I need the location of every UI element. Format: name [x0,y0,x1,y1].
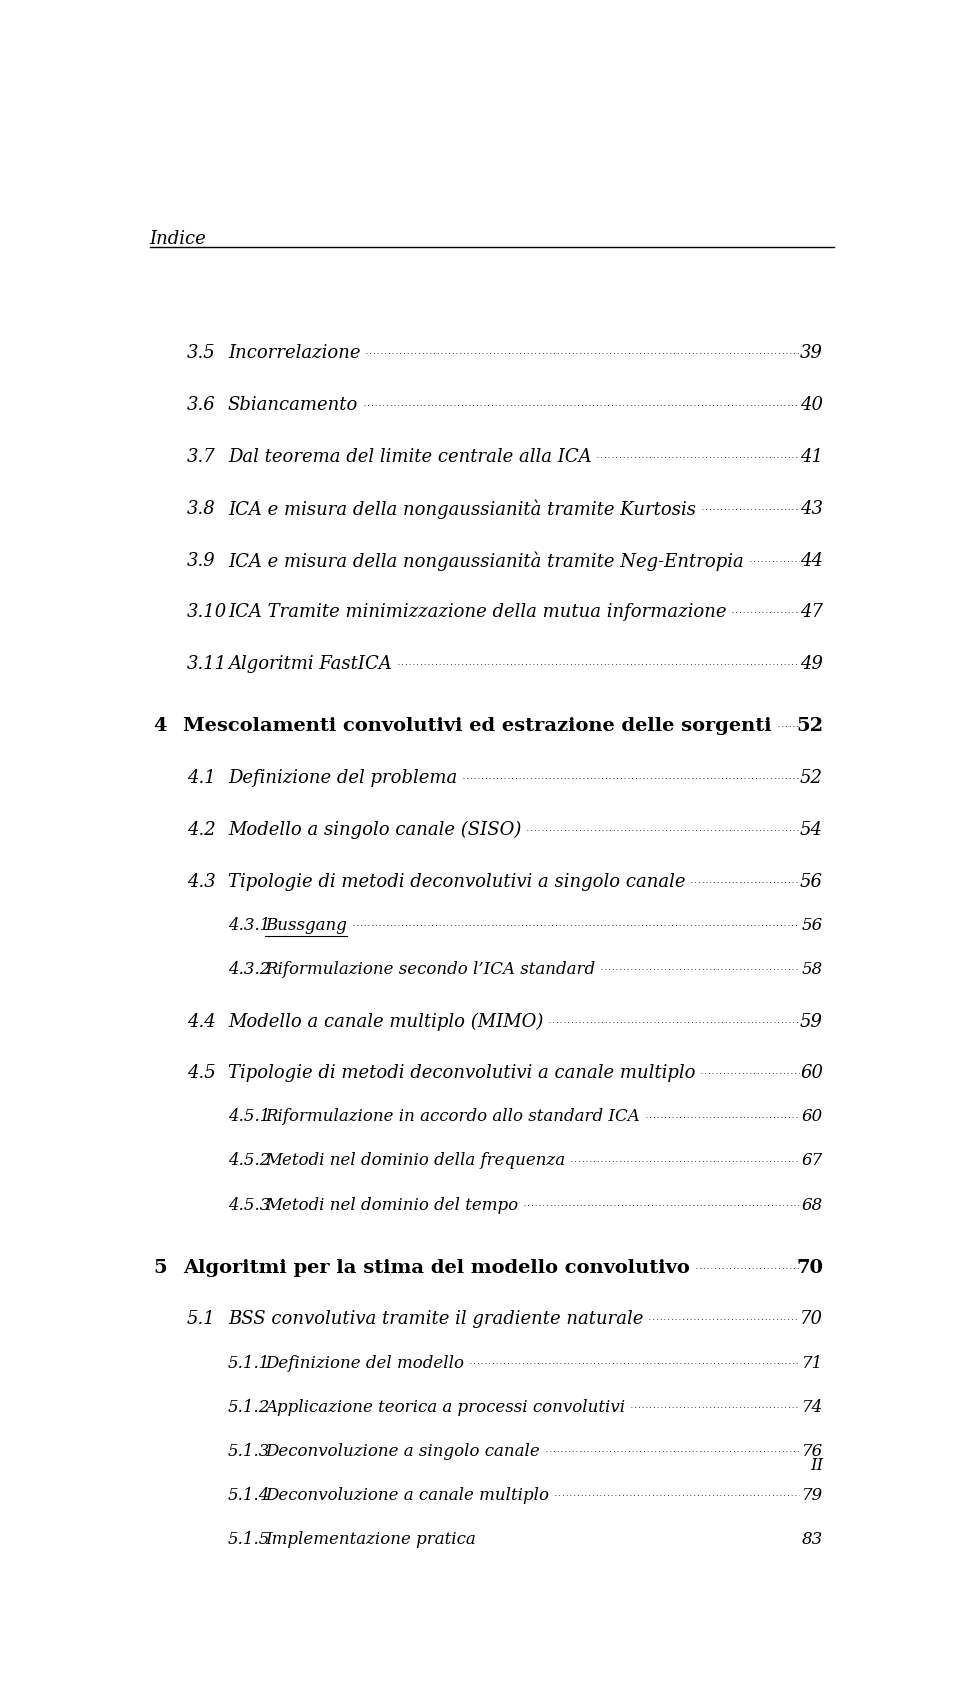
Text: 71: 71 [802,1354,823,1371]
Text: Modello a singolo canale (SISO): Modello a singolo canale (SISO) [228,821,521,839]
Text: 60: 60 [800,1065,823,1083]
Text: Mescolamenti convolutivi ed estrazione delle sorgenti: Mescolamenti convolutivi ed estrazione d… [183,717,772,735]
Text: 70: 70 [800,1310,823,1329]
Text: Implementazione pratica: Implementazione pratica [265,1531,476,1547]
Text: 83: 83 [802,1531,823,1547]
Text: 79: 79 [802,1487,823,1504]
Text: 52: 52 [800,769,823,787]
Text: 3.7: 3.7 [187,447,216,466]
Text: 4.3: 4.3 [187,873,216,891]
Text: Metodi nel dominio del tempo: Metodi nel dominio del tempo [265,1196,518,1213]
Text: 54: 54 [800,821,823,839]
Text: 4.1: 4.1 [187,769,216,787]
Text: Definizione del problema: Definizione del problema [228,769,457,787]
Text: ICA e misura della nongaussianità tramite Kurtosis: ICA e misura della nongaussianità tramit… [228,500,696,520]
Text: 43: 43 [800,500,823,518]
Text: 68: 68 [802,1196,823,1213]
Text: 5.1: 5.1 [187,1310,216,1329]
Text: 4.5: 4.5 [187,1065,216,1083]
Text: Incorrelazione: Incorrelazione [228,345,360,362]
Text: 4.3.2: 4.3.2 [228,960,271,977]
Text: 60: 60 [802,1108,823,1125]
Text: 3.11: 3.11 [187,656,228,673]
Text: 39: 39 [800,345,823,362]
Text: 59: 59 [800,1013,823,1031]
Text: Riformulazione in accordo allo standard ICA: Riformulazione in accordo allo standard … [265,1108,639,1125]
Text: 56: 56 [802,917,823,934]
Text: 5.1.3: 5.1.3 [228,1443,271,1460]
Text: 76: 76 [802,1443,823,1460]
Text: 47: 47 [800,604,823,621]
Text: 4.3.1: 4.3.1 [228,917,271,934]
Text: 3.9: 3.9 [187,552,216,570]
Text: 5.1.1: 5.1.1 [228,1354,271,1371]
Text: 40: 40 [800,397,823,414]
Text: 52: 52 [796,717,823,735]
Text: 74: 74 [802,1398,823,1416]
Text: Applicazione teorica a processi convolutivi: Applicazione teorica a processi convolut… [265,1398,625,1416]
Text: Deconvoluzione a singolo canale: Deconvoluzione a singolo canale [265,1443,540,1460]
Text: 58: 58 [802,960,823,977]
Text: 70: 70 [796,1258,823,1277]
Text: Algoritmi FastICA: Algoritmi FastICA [228,656,392,673]
Text: 44: 44 [800,552,823,570]
Text: BSS convolutiva tramite il gradiente naturale: BSS convolutiva tramite il gradiente nat… [228,1310,643,1329]
Text: Modello a canale multiplo (MIMO): Modello a canale multiplo (MIMO) [228,1013,543,1031]
Text: 67: 67 [802,1152,823,1169]
Text: 56: 56 [800,873,823,891]
Text: 5.1.2: 5.1.2 [228,1398,271,1416]
Text: Bussgang: Bussgang [265,917,347,934]
Text: 5: 5 [154,1258,167,1277]
Text: 41: 41 [800,447,823,466]
Text: Sbiancamento: Sbiancamento [228,397,358,414]
Text: Deconvoluzione a canale multiplo: Deconvoluzione a canale multiplo [265,1487,549,1504]
Text: 5.1.4: 5.1.4 [228,1487,271,1504]
Text: Algoritmi per la stima del modello convolutivo: Algoritmi per la stima del modello convo… [183,1258,690,1277]
Text: II: II [810,1457,823,1473]
Text: 3.5: 3.5 [187,345,216,362]
Text: 3.6: 3.6 [187,397,216,414]
Text: 4.2: 4.2 [187,821,216,839]
Text: Metodi nel dominio della frequenza: Metodi nel dominio della frequenza [265,1152,565,1169]
Text: Dal teorema del limite centrale alla ICA: Dal teorema del limite centrale alla ICA [228,447,591,466]
Text: 3.8: 3.8 [187,500,216,518]
Text: Indice: Indice [150,230,206,249]
Text: Definizione del modello: Definizione del modello [265,1354,464,1371]
Text: Tipologie di metodi deconvolutivi a canale multiplo: Tipologie di metodi deconvolutivi a cana… [228,1065,695,1083]
Text: Tipologie di metodi deconvolutivi a singolo canale: Tipologie di metodi deconvolutivi a sing… [228,873,685,891]
Text: 4.5.3: 4.5.3 [228,1196,271,1213]
Text: 4.5.1: 4.5.1 [228,1108,271,1125]
Text: 5.1.5: 5.1.5 [228,1531,271,1547]
Text: 4.4: 4.4 [187,1013,216,1031]
Text: 4.5.2: 4.5.2 [228,1152,271,1169]
Text: Riformulazione secondo l’ICA standard: Riformulazione secondo l’ICA standard [265,960,595,977]
Text: ICA e misura della nongaussianità tramite Neg-Entropia: ICA e misura della nongaussianità tramit… [228,552,744,570]
Text: ICA Tramite minimizzazione della mutua informazione: ICA Tramite minimizzazione della mutua i… [228,604,727,621]
Text: 3.10: 3.10 [187,604,228,621]
Text: 49: 49 [800,656,823,673]
Text: 4: 4 [154,717,167,735]
